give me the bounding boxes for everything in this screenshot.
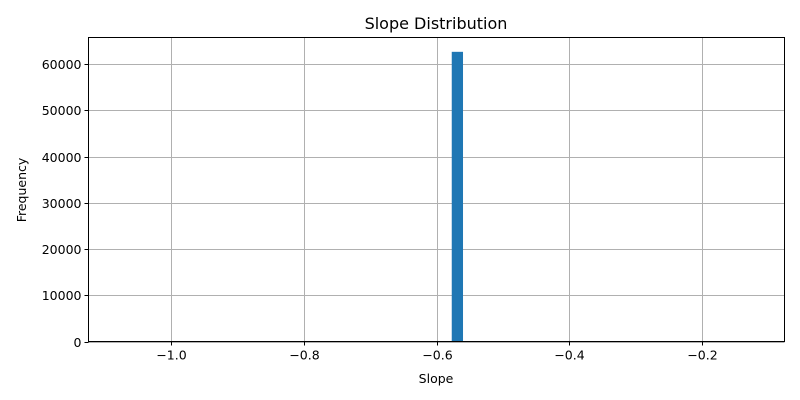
x-tick-label: −1.0 [156,348,186,363]
y-tick-label: 60000 [42,57,82,72]
y-axis-ticks: 0 10000 20000 30000 40000 50000 60000 [42,57,89,350]
histogram-bar [451,51,464,342]
plot-frame [88,37,785,342]
y-tick-label: 20000 [42,242,82,257]
x-axis-label: Slope [419,371,454,386]
x-axis-ticks: −1.0 −0.8 −0.6 −0.4 −0.2 [156,341,718,363]
y-tick-label: 10000 [42,288,82,303]
x-tick-label: −0.6 [422,348,452,363]
y-tick-label: 30000 [42,196,82,211]
x-tick-label: −0.8 [289,348,319,363]
y-tick-label: 40000 [42,150,82,165]
x-tick-label: −0.4 [554,348,584,363]
y-tick-label: 0 [74,335,82,350]
grid-lines [88,37,785,343]
y-tick-label: 50000 [42,103,82,118]
chart-title: Slope Distribution [365,14,508,33]
bars-group [451,51,464,342]
y-axis-label: Frequency [14,157,29,222]
x-tick-label: −0.2 [687,348,717,363]
